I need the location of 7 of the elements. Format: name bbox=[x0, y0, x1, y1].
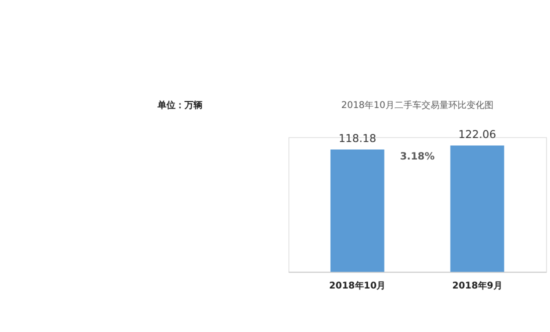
annotation: 3.18% bbox=[400, 152, 435, 163]
x-tick-label: 2018年9月 bbox=[452, 280, 502, 292]
text: 单位：万辆 bbox=[156, 100, 203, 111]
data-label: 118.18 bbox=[338, 132, 376, 145]
x-tick-label: 2018年10月 bbox=[329, 280, 386, 292]
data-label: 122.06 bbox=[458, 128, 496, 141]
chart-title: 2018年10月二手车交易量环比变化图 bbox=[341, 100, 494, 111]
